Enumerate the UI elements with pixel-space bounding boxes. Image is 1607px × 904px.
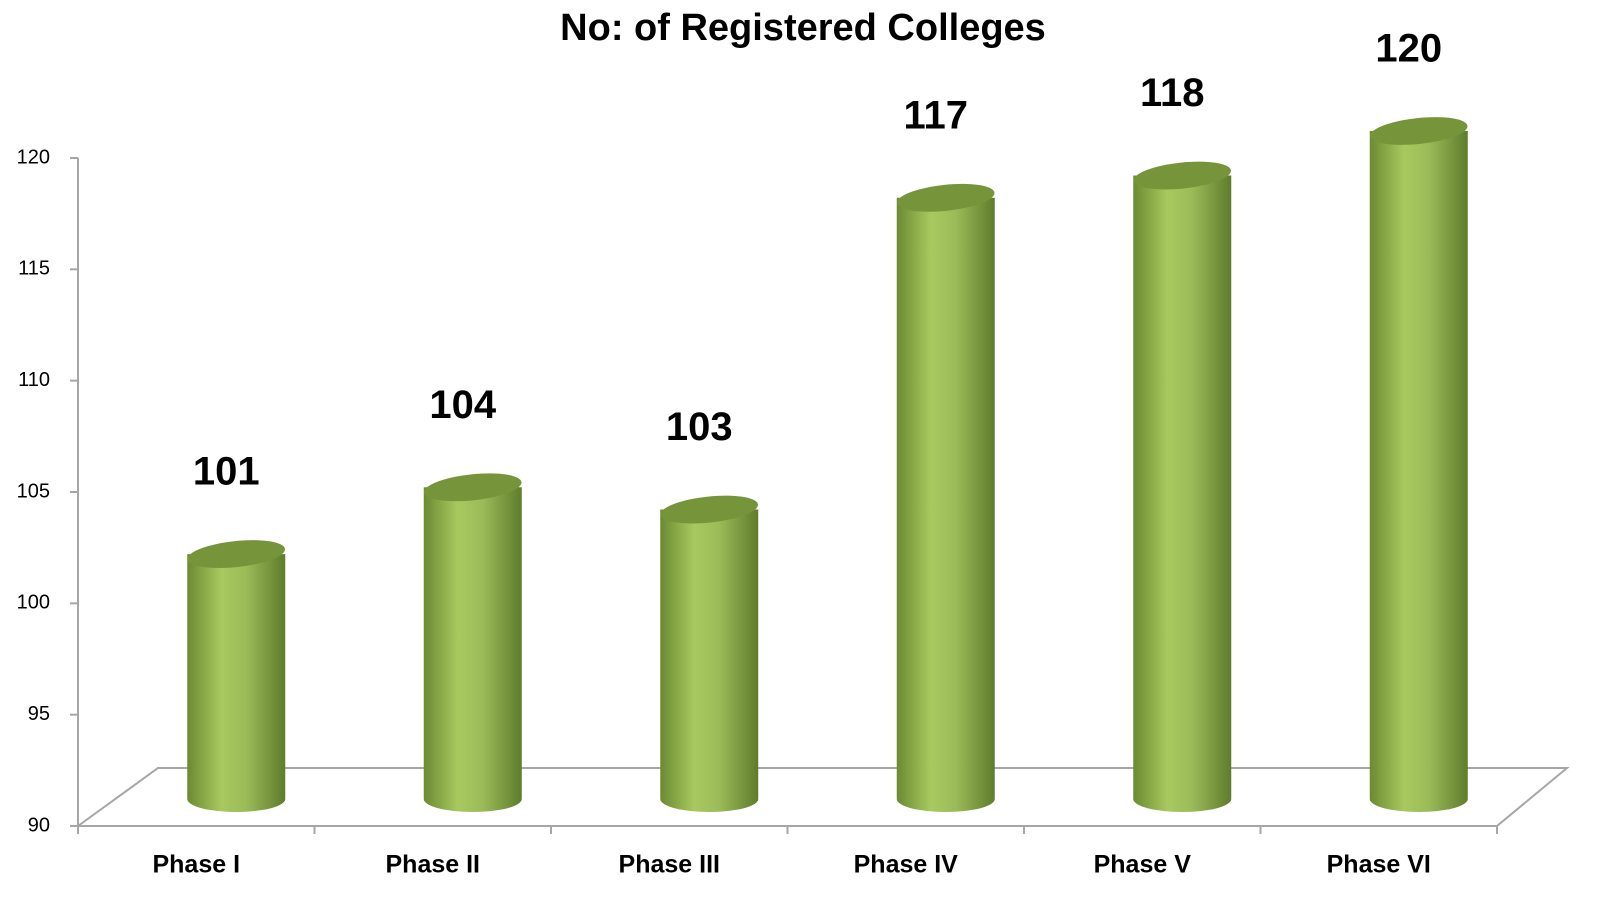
data-label: 103 <box>666 405 733 449</box>
bar-top <box>1133 161 1232 190</box>
bar-top <box>660 495 759 524</box>
bar <box>187 554 286 812</box>
floor <box>77 158 1570 834</box>
data-label: 120 <box>1375 27 1442 71</box>
bar <box>1369 131 1468 812</box>
data-label: 104 <box>429 383 496 427</box>
y-tick-label: 105 <box>17 480 50 502</box>
y-tick-label: 95 <box>28 703 50 725</box>
y-tick-label: 90 <box>28 814 50 836</box>
data-label: 118 <box>1140 71 1205 115</box>
bar <box>896 197 995 813</box>
data-label: 101 <box>193 450 260 494</box>
y-tick-label: 120 <box>17 146 50 168</box>
data-label: 117 <box>903 93 968 137</box>
x-tick-label: Phase I <box>152 851 240 879</box>
bar-top <box>187 540 286 568</box>
bar-top <box>1369 117 1468 145</box>
bar <box>1133 175 1232 813</box>
x-tick-label: Phase IV <box>854 851 959 879</box>
y-tick-label: 115 <box>18 258 50 280</box>
y-tick-label: 110 <box>18 369 50 391</box>
x-tick-label: Phase III <box>619 851 720 879</box>
bar <box>423 487 522 812</box>
bar-top <box>423 473 522 502</box>
bar <box>660 509 759 812</box>
x-tick-label: Phase VI <box>1327 851 1431 879</box>
y-tick-label: 100 <box>17 592 50 614</box>
chart-title: No: of Registered Colleges <box>560 7 1046 49</box>
bar-top <box>896 183 995 212</box>
x-tick-label: Phase II <box>386 851 481 879</box>
x-tick-label: Phase V <box>1094 851 1192 879</box>
